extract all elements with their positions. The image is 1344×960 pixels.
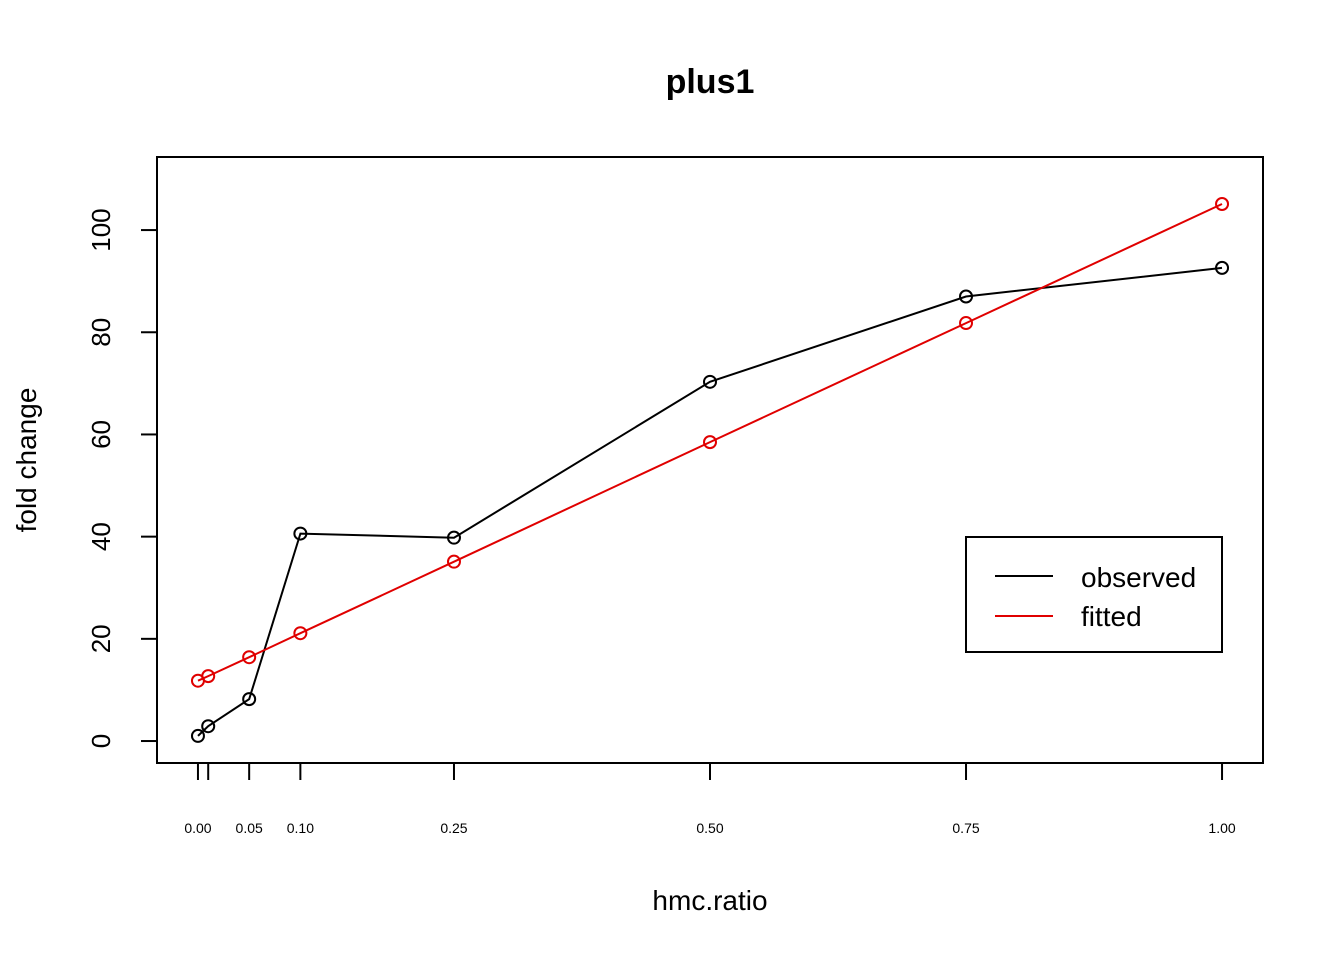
data-point-fitted — [1215, 197, 1230, 212]
legend: observed fitted — [965, 536, 1223, 653]
y-tick-label: 40 — [86, 522, 116, 551]
series-layer — [190, 197, 1230, 743]
y-tick-label: 80 — [86, 318, 116, 347]
data-point-observed — [1215, 260, 1230, 275]
y-tick-label: 60 — [86, 420, 116, 449]
y-tick-label: 100 — [86, 208, 116, 251]
data-point-fitted — [959, 316, 974, 331]
legend-label-observed: observed — [1081, 562, 1196, 593]
x-tick-label: 0.10 — [287, 820, 314, 836]
series-fitted — [190, 197, 1230, 688]
data-point-observed — [201, 719, 216, 734]
x-tick-label: 0.75 — [952, 820, 979, 836]
legend-box — [965, 536, 1223, 653]
data-point-observed — [446, 530, 461, 545]
series-observed — [190, 260, 1230, 743]
data-point-fitted — [446, 554, 461, 569]
data-point-observed — [703, 374, 717, 389]
x-tick-label: 0.50 — [696, 820, 723, 836]
x-axis: 0.00 0.05 0.10 0.25 0.50 0.75 1.00 — [184, 763, 1236, 836]
y-axis-label: fold change — [11, 388, 42, 533]
x-tick-label: 0.05 — [236, 820, 263, 836]
plot-frame — [156, 156, 1264, 764]
data-point-fitted — [242, 650, 257, 665]
x-tick-label: 1.00 — [1208, 820, 1235, 836]
data-point-fitted — [293, 626, 308, 641]
legend-label-fitted: fitted — [1081, 601, 1142, 632]
y-axis: 0 20 40 60 80 100 — [86, 208, 158, 748]
data-point-observed — [242, 692, 257, 707]
data-point-fitted — [703, 435, 717, 450]
y-tick-label: 20 — [86, 624, 116, 653]
data-point-observed — [959, 289, 974, 304]
data-point-observed — [293, 526, 308, 541]
x-axis-label: hmc.ratio — [652, 885, 767, 916]
x-tick-label: 0.25 — [440, 820, 467, 836]
data-point-observed — [190, 728, 205, 743]
series-line-observed — [197, 266, 1223, 737]
chart-title: plus1 — [666, 63, 755, 101]
x-tick-label: 0.00 — [184, 820, 211, 836]
series-line-fitted — [197, 203, 1223, 682]
data-point-fitted — [201, 669, 216, 684]
y-tick-label: 0 — [86, 734, 116, 748]
